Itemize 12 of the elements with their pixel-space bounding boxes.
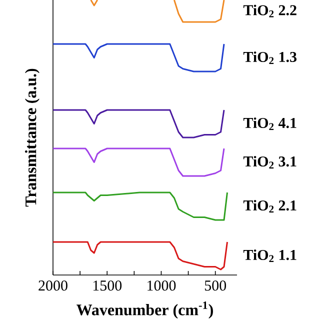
x-tick-label: 1000 xyxy=(148,280,176,291)
x-tick-label: 500 xyxy=(204,280,226,291)
series-label: TiO$_{2}$ 4.1 xyxy=(243,117,296,130)
x-tick-label: 2000 xyxy=(38,280,68,291)
series-label: TiO$_{2}$ 2.1 xyxy=(243,200,296,213)
x-tick-label: 1500 xyxy=(93,280,122,291)
x-axis-title: Wavenumber (cm$^{-1}$) xyxy=(76,302,213,319)
series-label: TiO$_{2}$ 3.1 xyxy=(243,156,296,169)
series-label: TiO$_{2}$ 2.2 xyxy=(243,4,296,18)
y-axis-title: Transmittance (a.u.) xyxy=(24,68,40,207)
series-label: TiO$_{2}$ 1.3 xyxy=(243,51,296,64)
series-label: TiO$_{2}$ 1.1 xyxy=(243,249,296,262)
